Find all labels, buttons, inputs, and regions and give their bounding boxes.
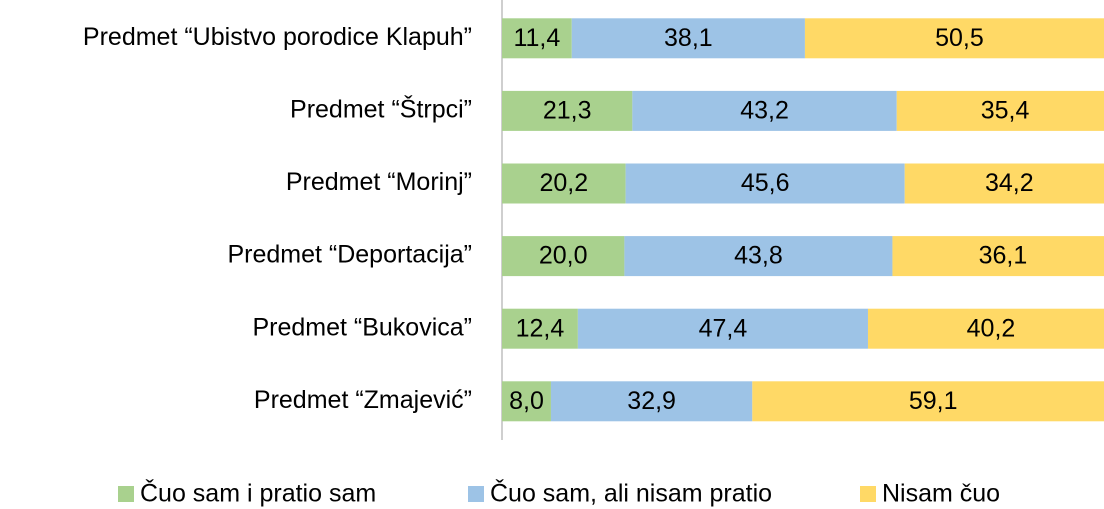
bar-segment [550,381,753,422]
legend-label: Nisam čuo [882,480,1000,508]
data-label: 43,2 [740,97,789,125]
data-label: 36,1 [979,242,1028,270]
category-label: Predmet “Ubistvo porodice Klapuh” [83,23,472,51]
data-label: 50,5 [935,24,984,52]
bar-segment [632,90,897,131]
data-label: 35,4 [981,97,1030,125]
legend-label: Čuo sam i pratio sam [140,479,376,508]
bar-segment [867,308,1104,349]
bar-segment [571,18,805,59]
category-label: Predmet “Zmajević” [254,386,472,414]
data-label: 8,0 [509,387,544,415]
data-label: 20,2 [539,169,588,197]
category-label: Predmet “Deportacija” [227,241,472,269]
data-label: 20,0 [539,242,588,270]
data-label: 40,2 [967,314,1016,342]
data-label: 34,2 [985,169,1034,197]
bar-segment [502,163,626,204]
category-label: Predmet “Štrpci” [290,95,472,124]
bar-segment [502,381,551,422]
bar-segment [904,163,1104,204]
bar-segment [502,18,572,59]
bar-segment [577,308,868,349]
bar-segment [896,90,1104,131]
data-label: 43,8 [734,242,783,270]
category-label: Predmet “Morinj” [286,168,472,196]
bar-segment [624,236,893,277]
legend-swatch [468,486,484,502]
bar-segment [625,163,905,204]
bar-segment [502,236,625,277]
data-label: 38,1 [664,24,713,52]
category-label: Predmet “Bukovica” [252,313,472,341]
data-label: 47,4 [699,314,748,342]
data-label: 11,4 [513,24,560,52]
data-label: 59,1 [909,387,958,415]
legend-label: Čuo sam, ali nisam pratio [490,479,772,508]
data-label: 12,4 [516,314,565,342]
bar-segment [752,381,1104,422]
legend-swatch [860,486,876,502]
data-label: 32,9 [627,387,676,415]
bar-segment [502,308,578,349]
bar-segment [892,236,1104,277]
bar-segment [502,90,633,131]
legend-swatch [118,486,134,502]
data-label: 21,3 [543,97,592,125]
bar-segment [804,18,1104,59]
data-label: 45,6 [741,169,790,197]
